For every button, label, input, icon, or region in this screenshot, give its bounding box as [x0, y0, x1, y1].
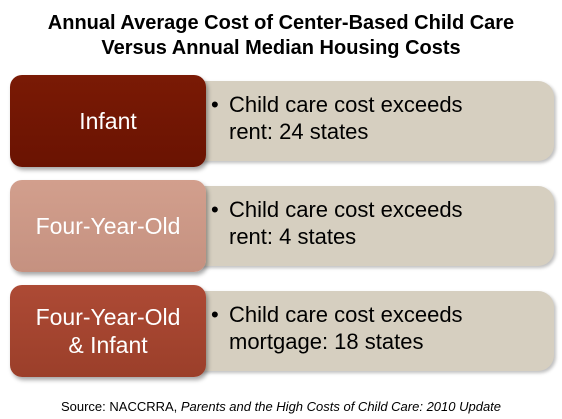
detail-line-2: mortgage: 18 states [229, 329, 424, 354]
detail-box-four-year-old: • Child care cost exceeds rent: 4 states [158, 186, 554, 266]
row-infant: • Child care cost exceeds rent: 24 state… [0, 75, 562, 167]
category-box-four-year-old-and-infant: Four-Year-Old & Infant [10, 285, 206, 377]
detail-line-2: rent: 24 states [229, 119, 369, 144]
bullet-icon: • [211, 197, 219, 222]
category-label-line-2: & Infant [68, 332, 148, 358]
title-line-2: Versus Annual Median Housing Costs [101, 37, 461, 59]
category-box-infant: Infant [10, 75, 206, 167]
bullet-icon: • [211, 92, 219, 117]
category-box-four-year-old: Four-Year-Old [10, 180, 206, 272]
source-prefix: Source: NACCRRA, [60, 399, 181, 414]
detail-text-four-year-old-and-infant: • Child care cost exceeds mortgage: 18 s… [211, 301, 549, 355]
diagram-title: Annual Average Cost of Center-Based Chil… [0, 11, 562, 61]
category-label-line-1: Infant [79, 108, 137, 134]
detail-line-1: Child care cost exceeds [229, 92, 463, 117]
category-label-line-1: Four-Year-Old [35, 213, 181, 239]
detail-text-infant: • Child care cost exceeds rent: 24 state… [211, 91, 549, 145]
detail-line-1: Child care cost exceeds [229, 197, 463, 222]
row-four-year-old: • Child care cost exceeds rent: 4 states… [0, 180, 562, 272]
source-citation: Source: NACCRRA, Parents and the High Co… [0, 399, 562, 415]
bullet-icon: • [211, 302, 219, 327]
row-four-year-old-and-infant: • Child care cost exceeds mortgage: 18 s… [0, 285, 562, 377]
detail-line-1: Child care cost exceeds [229, 302, 463, 327]
detail-text-four-year-old: • Child care cost exceeds rent: 4 states [211, 196, 549, 250]
detail-box-four-year-old-and-infant: • Child care cost exceeds mortgage: 18 s… [158, 291, 554, 371]
category-label-line-1: Four-Year-Old [35, 304, 181, 330]
detail-line-2: rent: 4 states [229, 224, 357, 249]
title-line-1: Annual Average Cost of Center-Based Chil… [47, 12, 515, 34]
detail-box-infant: • Child care cost exceeds rent: 24 state… [158, 81, 554, 161]
source-publication: Parents and the High Costs of Child Care… [180, 399, 502, 414]
